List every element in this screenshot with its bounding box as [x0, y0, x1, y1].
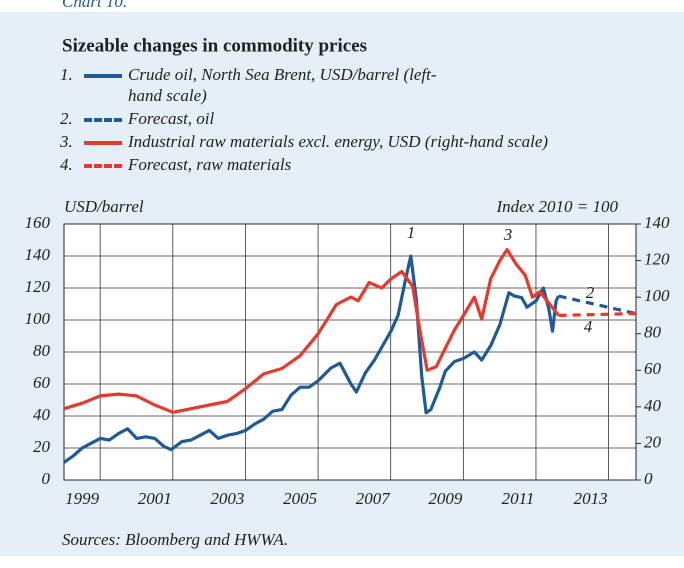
y2-tick-label: 140	[644, 213, 670, 232]
x-tick-label: 2003	[210, 489, 244, 508]
y-tick-label: 0	[42, 469, 51, 488]
legend-number: 1.	[60, 65, 73, 84]
y2-tick-label: 120	[644, 249, 670, 268]
chart-number: Chart 10.	[62, 0, 127, 11]
legend-number: 4.	[60, 155, 73, 174]
legend-item: 4. Forecast, raw materials	[60, 154, 548, 175]
y2-tick-label: 20	[644, 432, 662, 451]
annotation: 4	[584, 317, 593, 336]
legend-label: Crude oil, North Sea Brent, USD/barrel (…	[128, 65, 437, 105]
y-tick-label: 120	[25, 277, 51, 296]
legend-label: Industrial raw materials excl. energy, U…	[128, 132, 549, 151]
y-tick-label: 140	[25, 245, 51, 264]
x-tick-label: 2005	[283, 489, 317, 508]
legend: 1. Crude oil, North Sea Brent, USD/barrel…	[60, 64, 548, 177]
series-line	[63, 248, 560, 414]
chart-title: Sizeable changes in commodity prices	[62, 35, 367, 56]
y-tick-label: 60	[33, 373, 51, 392]
y2-tick-label: 40	[644, 396, 662, 415]
legend-swatch	[84, 74, 122, 78]
x-tick-label: 1999	[65, 489, 100, 508]
y2-tick-label: 60	[644, 359, 662, 378]
y2-tick-label: 0	[644, 469, 653, 488]
x-tick-label: 2001	[138, 489, 172, 508]
y-tick-label: 80	[33, 341, 51, 360]
y2-axis-label: Index 2010 = 100	[496, 197, 619, 216]
legend-label: Forecast, raw materials	[128, 155, 292, 174]
y-axis-label: USD/barrel	[64, 197, 144, 216]
x-tick-label: 2009	[428, 489, 463, 508]
x-tick-label: 2011	[502, 489, 535, 508]
series-line	[63, 254, 561, 464]
annotation: 2	[586, 283, 595, 302]
legend-swatch	[84, 141, 122, 145]
annotation: 1	[407, 223, 416, 242]
y2-tick-label: 80	[644, 323, 662, 342]
x-tick-label: 2007	[356, 489, 392, 508]
y-tick-label: 100	[25, 309, 51, 328]
legend-number: 2.	[60, 109, 73, 128]
source: Sources: Bloomberg and HWWA.	[62, 530, 288, 549]
legend-number: 3.	[60, 132, 73, 151]
legend-swatch	[84, 118, 122, 122]
x-tick-label: 2013	[574, 489, 608, 508]
y-tick-label: 40	[33, 405, 51, 424]
y-tick-label: 160	[25, 213, 51, 232]
legend-label: Forecast, oil	[128, 109, 215, 128]
annotation: 3	[503, 225, 513, 244]
y-tick-label: 20	[33, 437, 51, 456]
legend-item: 3. Industrial raw materials excl. energy,…	[60, 131, 548, 152]
y2-tick-label: 100	[644, 286, 670, 305]
legend-item: 1. Crude oil, North Sea Brent, USD/barrel…	[60, 64, 548, 106]
legend-swatch	[84, 164, 122, 168]
legend-item: 2. Forecast, oil	[60, 108, 548, 129]
